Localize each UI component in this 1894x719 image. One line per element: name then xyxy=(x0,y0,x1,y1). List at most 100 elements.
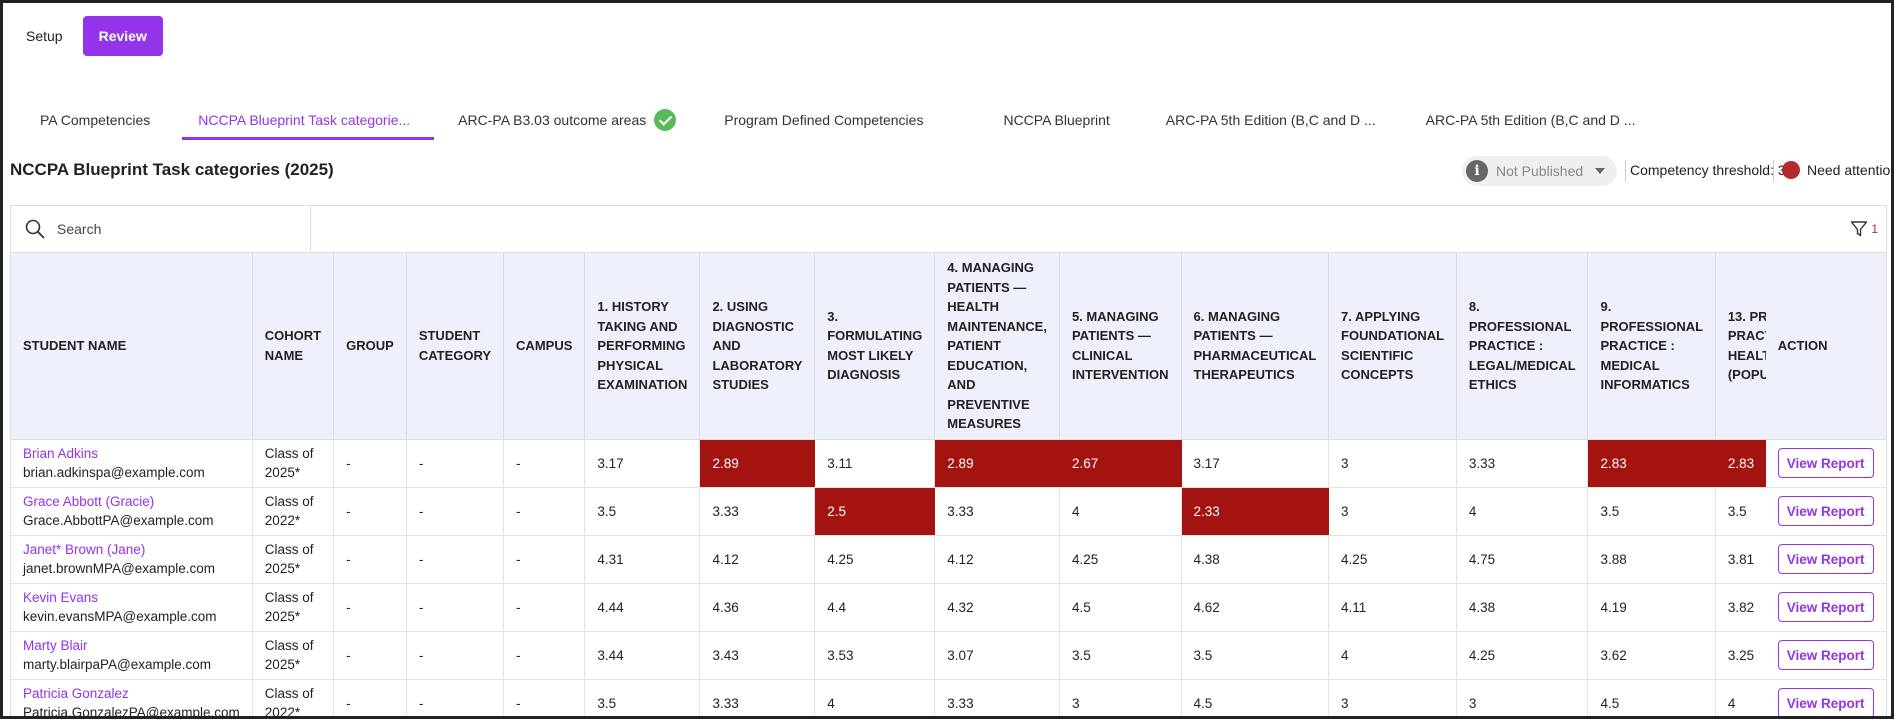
page-title: NCCPA Blueprint Task categories (2025) xyxy=(10,160,334,179)
competency-tabs: PA Competencies NCCPA Blueprint Task cat… xyxy=(16,100,1659,140)
table-row: Kevin Evans kevin.evansMPA@example.com Cla… xyxy=(11,583,1886,632)
column-header[interactable]: 9. PROFESSIONAL PRACTICE : MEDICAL INFOR… xyxy=(1587,253,1716,440)
campus-cell: - xyxy=(503,535,586,584)
tab-arc-pa-b303[interactable]: ARC-PA B3.03 outcome areas xyxy=(434,100,700,140)
tab-label: NCCPA Blueprint Task categorie... xyxy=(198,112,411,128)
column-header[interactable]: 5. MANAGING PATIENTS — CLINICAL INTERVEN… xyxy=(1059,253,1182,440)
column-header[interactable]: STUDENT NAME xyxy=(11,253,253,440)
view-report-button[interactable]: View Report xyxy=(1777,544,1874,574)
column-header[interactable]: 2. USING DIAGNOSTIC AND LABORATORY STUDI… xyxy=(699,253,816,440)
group-cell: - xyxy=(333,535,407,584)
table-body: Brian Adkins brian.adkinspa@example.com Cl… xyxy=(11,439,1886,719)
action-cell: View Report xyxy=(1764,631,1886,680)
score-cell: 3.33 xyxy=(699,679,816,719)
column-header[interactable]: 4. MANAGING PATIENTS — HEALTH MAINTENANC… xyxy=(934,253,1060,440)
action-cell: View Report xyxy=(1764,487,1886,536)
view-report-button[interactable]: View Report xyxy=(1777,592,1874,622)
category-cell: - xyxy=(406,631,505,680)
score-cell: 3.88 xyxy=(1587,535,1716,584)
score-cell: 2.83 xyxy=(1587,439,1716,488)
view-report-button[interactable]: View Report xyxy=(1777,688,1874,718)
campus-cell: - xyxy=(503,631,586,680)
view-report-button[interactable]: View Report xyxy=(1777,496,1874,526)
tab-arc-pa-5th-2[interactable]: ARC-PA 5th Edition (B,C and D ... xyxy=(1400,100,1660,140)
table-row: Brian Adkins brian.adkinspa@example.com Cl… xyxy=(11,439,1886,488)
chevron-down-icon xyxy=(1595,168,1606,174)
search-input[interactable] xyxy=(55,220,275,238)
score-cell: 4.38 xyxy=(1456,583,1589,632)
score-cell: 3 xyxy=(1328,439,1457,488)
cohort-cell: Class of 2025* xyxy=(252,439,335,488)
student-name-link[interactable]: Brian Adkins xyxy=(23,446,99,461)
column-header[interactable]: 6. MANAGING PATIENTS — PHARMACEUTICAL TH… xyxy=(1181,253,1330,440)
score-cell: 3.33 xyxy=(934,487,1060,536)
group-cell: - xyxy=(333,583,407,632)
table-header-row: STUDENT NAME COHORT NAME GROUP STUDENT CATE… xyxy=(11,253,1886,440)
student-name-link[interactable]: Marty Blair xyxy=(23,638,88,653)
tab-label: ARC-PA 5th Edition (B,C and D ... xyxy=(1425,112,1636,128)
competency-threshold: Competency threshold: 3 xyxy=(1630,162,1786,178)
column-header-action[interactable]: ACTION xyxy=(1764,253,1886,440)
student-email: marty.blairpaPA@example.com xyxy=(23,657,212,672)
campus-cell: - xyxy=(503,679,586,719)
table-row: Grace Abbott (Gracie) Grace.AbbottPA@exam… xyxy=(11,487,1886,536)
category-cell: - xyxy=(406,487,505,536)
divider xyxy=(1625,160,1626,182)
student-email: Grace.AbbottPA@example.com xyxy=(23,513,214,528)
score-cell: 4.32 xyxy=(934,583,1060,632)
student-cell: Marty Blair marty.blairpaPA@example.com xyxy=(11,631,253,680)
tab-pa-competencies[interactable]: PA Competencies xyxy=(16,100,174,140)
view-report-button[interactable]: View Report xyxy=(1777,640,1874,670)
filter-icon xyxy=(1851,221,1868,237)
action-cell: View Report xyxy=(1764,535,1886,584)
tab-nccpa-task-categories[interactable]: NCCPA Blueprint Task categorie... xyxy=(174,100,435,140)
score-cell: 2.67 xyxy=(1059,439,1182,488)
score-cell: 3 xyxy=(1328,679,1457,719)
score-cell: 2.89 xyxy=(699,439,816,488)
tab-program-defined[interactable]: Program Defined Competencies xyxy=(700,100,947,140)
column-header[interactable]: 1. HISTORY TAKING AND PERFORMING PHYSICA… xyxy=(584,253,701,440)
column-header[interactable]: 3. FORMULATING MOST LIKELY DIAGNOSIS xyxy=(814,253,936,440)
score-cell: 4.5 xyxy=(1587,679,1716,719)
score-cell: 3.5 xyxy=(1587,487,1716,536)
tab-label: ARC-PA B3.03 outcome areas xyxy=(458,112,647,128)
score-cell: 3.62 xyxy=(1587,631,1716,680)
cohort-cell: Class of 2025* xyxy=(252,583,335,632)
column-header[interactable]: GROUP xyxy=(333,253,407,440)
student-cell: Kevin Evans kevin.evansMPA@example.com xyxy=(11,583,253,632)
publish-status-dropdown[interactable]: i Not Published xyxy=(1462,156,1617,186)
student-email: janet.brownMPA@example.com xyxy=(23,561,216,576)
cohort-cell: Class of 2022* xyxy=(252,679,335,719)
review-tab[interactable]: Review xyxy=(82,16,163,56)
score-cell: 3.17 xyxy=(1181,439,1330,488)
view-report-button[interactable]: View Report xyxy=(1777,448,1874,478)
score-cell: 3.5 xyxy=(584,679,701,719)
column-header[interactable]: COHORT NAME xyxy=(252,253,335,440)
student-name-link[interactable]: Janet* Brown (Jane) xyxy=(23,542,146,557)
scores-table: STUDENT NAME COHORT NAME GROUP STUDENT CATE… xyxy=(11,253,1886,719)
score-cell: 4 xyxy=(1456,487,1589,536)
student-email: Patricia.GonzalezPA@example.com xyxy=(23,705,240,719)
student-email: brian.adkinspa@example.com xyxy=(23,465,205,480)
score-cell: 4.36 xyxy=(699,583,816,632)
column-header[interactable]: STUDENT CATEGORY xyxy=(406,253,505,440)
score-cell: 2.5 xyxy=(814,487,936,536)
table-row: Janet* Brown (Jane) janet.brownMPA@exampl… xyxy=(11,535,1886,584)
need-attention-dot xyxy=(1782,161,1800,179)
tab-arc-pa-5th-1[interactable]: ARC-PA 5th Edition (B,C and D ... xyxy=(1134,100,1400,140)
student-name-link[interactable]: Grace Abbott (Gracie) xyxy=(23,494,155,509)
score-cell: 3 xyxy=(1059,679,1182,719)
table-toolbar: 1 xyxy=(11,206,1886,253)
column-header[interactable]: 8. PROFESSIONAL PRACTICE : LEGAL/MEDICAL… xyxy=(1456,253,1589,440)
student-name-link[interactable]: Kevin Evans xyxy=(23,590,99,605)
filter-button[interactable]: 1 xyxy=(1850,220,1878,238)
column-header[interactable]: 7. APPLYING FOUNDATIONAL SCIENTIFIC CONC… xyxy=(1328,253,1457,440)
column-header[interactable]: CAMPUS xyxy=(503,253,586,440)
setup-tab[interactable]: Setup xyxy=(10,16,79,56)
score-cell: 4.44 xyxy=(584,583,701,632)
student-name-link[interactable]: Patricia Gonzalez xyxy=(23,686,129,701)
score-cell: 4.75 xyxy=(1456,535,1589,584)
check-circle-icon xyxy=(654,109,677,131)
tab-nccpa-blueprint[interactable]: NCCPA Blueprint xyxy=(947,100,1133,140)
